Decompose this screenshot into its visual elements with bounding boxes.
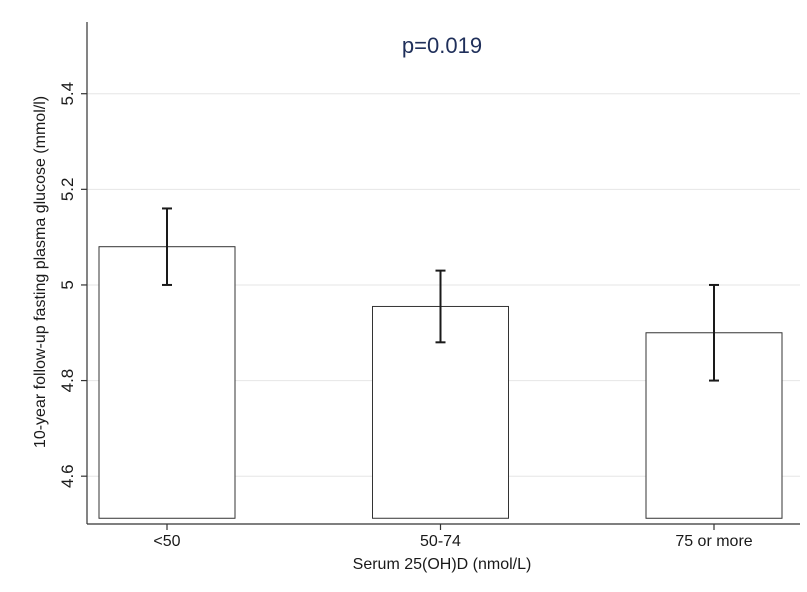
error-bars bbox=[162, 207, 719, 382]
p-value-annotation: p=0.019 bbox=[402, 33, 482, 58]
x-tick-label: 50-74 bbox=[420, 533, 461, 550]
y-tick-label: 4.8 bbox=[58, 369, 77, 393]
bar bbox=[98, 246, 236, 519]
x-tick-label: <50 bbox=[153, 533, 180, 550]
y-axis-label: 10-year follow-up fasting plasma glucose… bbox=[32, 96, 49, 448]
bar bbox=[372, 305, 509, 519]
x-tick-label: 75 or more bbox=[675, 533, 752, 550]
x-axis-label: Serum 25(OH)D (nmol/L) bbox=[353, 556, 532, 573]
y-tick-label: 4.6 bbox=[58, 464, 77, 488]
y-ticks: 4.6 4.8 5 5.2 5.4 bbox=[58, 82, 87, 488]
bars bbox=[98, 246, 783, 519]
y-tick-label: 5.2 bbox=[58, 178, 77, 202]
y-tick-label: 5.4 bbox=[58, 82, 77, 106]
y-tick-label: 5 bbox=[58, 280, 77, 289]
x-ticks: <50 50-74 75 or more bbox=[153, 524, 753, 550]
